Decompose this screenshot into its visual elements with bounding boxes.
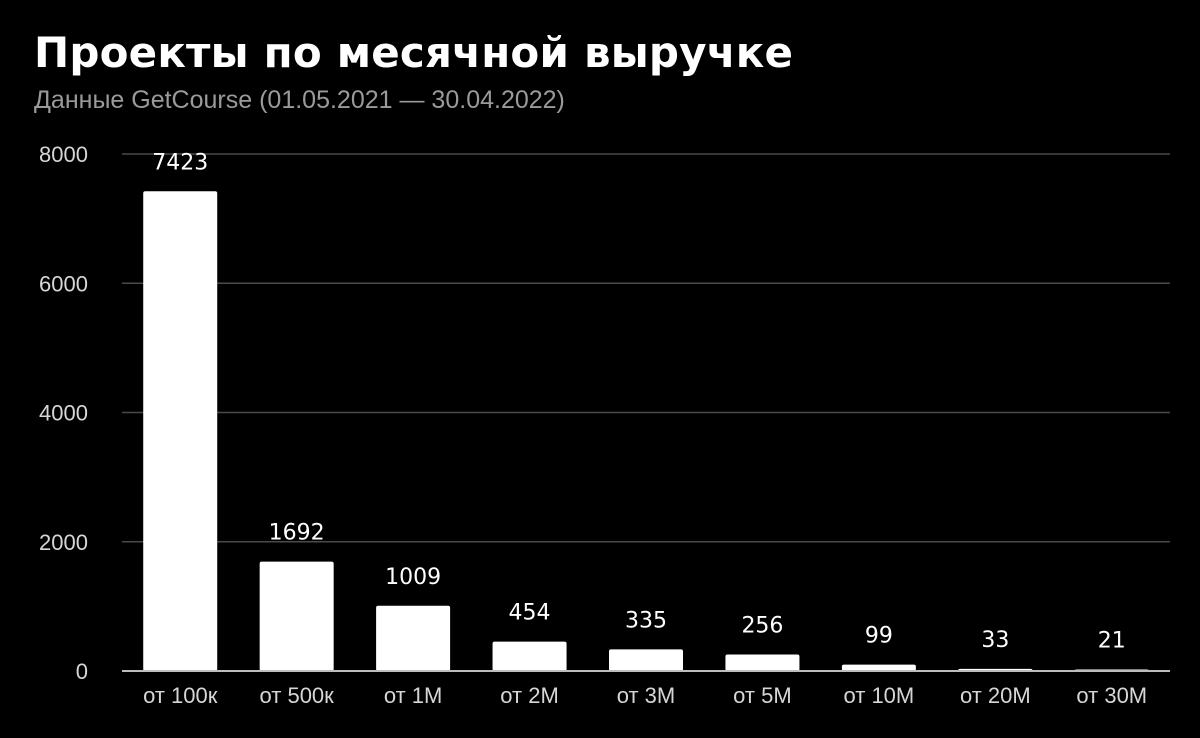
x-tick-label: от 20М bbox=[960, 683, 1031, 708]
x-tick-label: от 1М bbox=[384, 683, 443, 708]
x-tick-label: от 100к bbox=[143, 683, 218, 708]
data-label: 21 bbox=[1098, 629, 1126, 654]
y-tick-label: 0 bbox=[76, 659, 88, 684]
bar bbox=[143, 191, 218, 671]
bars bbox=[143, 191, 1149, 671]
data-label: 335 bbox=[625, 608, 667, 633]
x-tick-label: от 2М bbox=[500, 683, 559, 708]
y-tick-label: 8000 bbox=[39, 142, 88, 167]
x-tick-label: от 5М bbox=[733, 683, 792, 708]
chart-subtitle: Данные GetCourse (01.05.2021 — 30.04.202… bbox=[34, 86, 565, 114]
bar bbox=[376, 605, 451, 671]
bar bbox=[841, 664, 916, 671]
data-label: 1692 bbox=[269, 521, 325, 546]
data-label: 99 bbox=[865, 624, 893, 649]
x-axis-ticks: от 100к от 500к от 1М от 2М от 3М от 5М от 10М… bbox=[143, 683, 1147, 708]
y-tick-label: 2000 bbox=[39, 530, 88, 555]
bar bbox=[259, 561, 334, 671]
data-label: 7423 bbox=[152, 150, 208, 175]
data-label: 33 bbox=[981, 628, 1009, 653]
grid-lines bbox=[122, 153, 1170, 543]
x-tick-label: от 3М bbox=[617, 683, 676, 708]
bar bbox=[492, 641, 567, 671]
bar bbox=[725, 654, 800, 671]
data-label: 454 bbox=[509, 601, 551, 626]
chart-title: Проекты по месячной выручке bbox=[34, 28, 794, 77]
bar bbox=[609, 649, 683, 671]
y-axis-ticks: 0 2000 4000 6000 8000 bbox=[39, 142, 88, 684]
y-tick-label: 6000 bbox=[39, 271, 88, 296]
data-label: 1009 bbox=[385, 565, 441, 590]
data-label: 256 bbox=[741, 613, 783, 638]
x-tick-label: от 500к bbox=[260, 683, 335, 708]
x-tick-label: от 30М bbox=[1076, 683, 1147, 708]
data-labels: 7423 1692 1009 454 335 256 99 33 21 bbox=[152, 150, 1126, 653]
y-tick-label: 4000 bbox=[39, 401, 88, 426]
x-tick-label: от 10М bbox=[844, 683, 915, 708]
